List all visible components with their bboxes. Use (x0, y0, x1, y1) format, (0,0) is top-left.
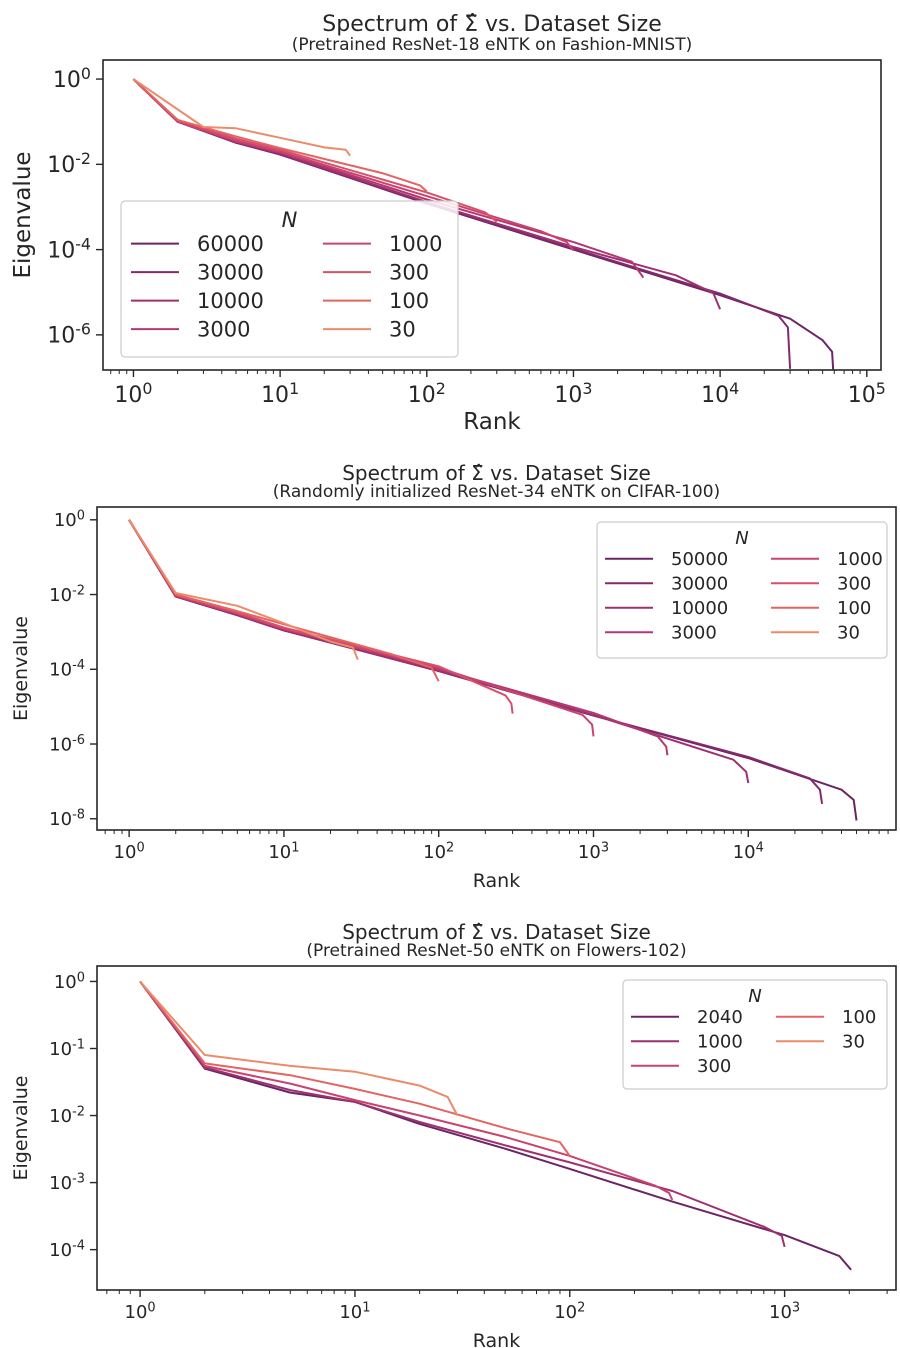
legend-box (622, 979, 888, 1090)
series-line-300 (128, 519, 514, 714)
legend-label-3000: 3000 (671, 623, 717, 644)
plot-frame (96, 965, 897, 1291)
legend-label-30000: 30000 (671, 574, 728, 595)
legend-label-10000: 10000 (671, 598, 728, 619)
chart-title: Spectrum of Σ̂ vs. Dataset Size (322, 12, 661, 37)
series-line-30 (128, 519, 359, 661)
x-tick-label: 104 (733, 841, 764, 863)
legend-label-50000: 50000 (671, 549, 728, 570)
y-tick-label: 10-2 (47, 149, 91, 178)
legend-label-100: 100 (842, 1007, 876, 1028)
legend-label-10000: 10000 (197, 289, 264, 313)
legend-label-3000: 3000 (197, 318, 250, 342)
y-tick-label: 10-3 (49, 1171, 85, 1193)
y-axis-label: Eigenvalue (10, 616, 32, 721)
legend-title: N (282, 208, 298, 232)
legend-title: N (748, 986, 761, 1007)
series-line-2040 (139, 980, 852, 1271)
series-line-1000 (139, 980, 786, 1248)
series-line-1000 (128, 519, 595, 737)
legend-label-100: 100 (837, 598, 871, 619)
y-tick-label: 10-1 (49, 1037, 85, 1059)
series-line-100 (132, 78, 428, 193)
legend-label-30: 30 (842, 1032, 865, 1053)
x-tick-label: 102 (554, 1301, 585, 1323)
legend-label-30: 30 (389, 318, 416, 342)
chart-subtitle: (Pretrained ResNet-50 eNTK on Flowers-10… (306, 941, 686, 961)
y-tick-label: 10-2 (49, 1104, 85, 1126)
legend-label-1000: 1000 (389, 232, 442, 256)
legend-label-60000: 60000 (197, 232, 264, 256)
plot-frame (102, 59, 882, 371)
y-tick-label: 10-6 (47, 320, 91, 349)
y-tick-label: 100 (54, 509, 85, 531)
y-tick-label: 10-4 (49, 1238, 85, 1260)
legend: N 60000 30000 10000 3000 1000 300 100 30 (120, 200, 459, 358)
x-tick-label: 101 (339, 1301, 370, 1323)
legend-label-300: 300 (389, 261, 429, 285)
subplot-3: Spectrum of Σ̂ vs. Dataset Size(Pretrain… (10, 920, 897, 1348)
series-line-1000 (132, 78, 575, 252)
legend-label-300: 300 (837, 574, 871, 595)
legend-label-100: 100 (389, 289, 429, 313)
legend-box (120, 200, 459, 358)
chart-subtitle: (Pretrained ResNet-18 eNTK on Fashion-MN… (292, 35, 692, 55)
x-tick-label: 100 (114, 379, 152, 408)
chart-title: Spectrum of Σ̂ vs. Dataset Size (342, 461, 651, 485)
legend-label-30: 30 (837, 623, 860, 644)
y-tick-label: 100 (54, 970, 85, 992)
y-tick-label: 10-4 (47, 234, 91, 263)
y-tick-label: 100 (53, 64, 91, 93)
x-tick-label: 101 (268, 841, 299, 863)
series-line-300 (139, 980, 674, 1201)
x-tick-label: 100 (125, 1301, 156, 1323)
y-axis-label: Eigenvalue (10, 151, 36, 278)
x-tick-label: 102 (408, 379, 446, 408)
y-tick-label: 10-2 (49, 583, 85, 605)
legend-label-1000: 1000 (837, 549, 883, 570)
series-line-30 (139, 980, 459, 1116)
x-tick-label: 102 (423, 841, 454, 863)
series-line-30 (132, 78, 351, 157)
x-axis-label: Rank (473, 1330, 520, 1348)
x-tick-label: 105 (848, 379, 886, 408)
y-tick-label: 10-6 (49, 733, 85, 755)
x-tick-label: 100 (114, 841, 145, 863)
x-tick-label: 103 (769, 1301, 800, 1323)
legend-label-1000: 1000 (697, 1032, 743, 1053)
legend-label-2040: 2040 (697, 1007, 743, 1028)
legend: N 50000 30000 10000 3000 1000 300 100 30 (596, 521, 888, 659)
subplot-1: Spectrum of Σ̂ vs. Dataset Size(Pretrain… (10, 12, 886, 435)
plot-frame (96, 506, 897, 831)
legend-label-300: 300 (697, 1056, 731, 1077)
y-tick-label: 10-4 (49, 658, 85, 680)
x-tick-label: 103 (554, 379, 592, 408)
y-tick-label: 10-8 (49, 808, 85, 830)
chart-subtitle: (Randomly initialized ResNet-34 eNTK on … (273, 482, 720, 502)
x-axis-label: Rank (473, 870, 520, 892)
legend-box (596, 521, 888, 659)
x-tick-label: 101 (261, 379, 299, 408)
legend-label-30000: 30000 (197, 261, 264, 285)
subplot-2: Spectrum of Σ̂ vs. Dataset Size(Randomly… (10, 461, 897, 892)
series-line-100 (139, 980, 571, 1157)
x-tick-label: 104 (701, 379, 739, 408)
chart-title: Spectrum of Σ̂ vs. Dataset Size (342, 920, 651, 944)
y-axis-label: Eigenvalue (10, 1076, 32, 1181)
x-axis-label: Rank (463, 409, 521, 435)
legend-title: N (735, 528, 748, 549)
x-tick-label: 103 (578, 841, 609, 863)
